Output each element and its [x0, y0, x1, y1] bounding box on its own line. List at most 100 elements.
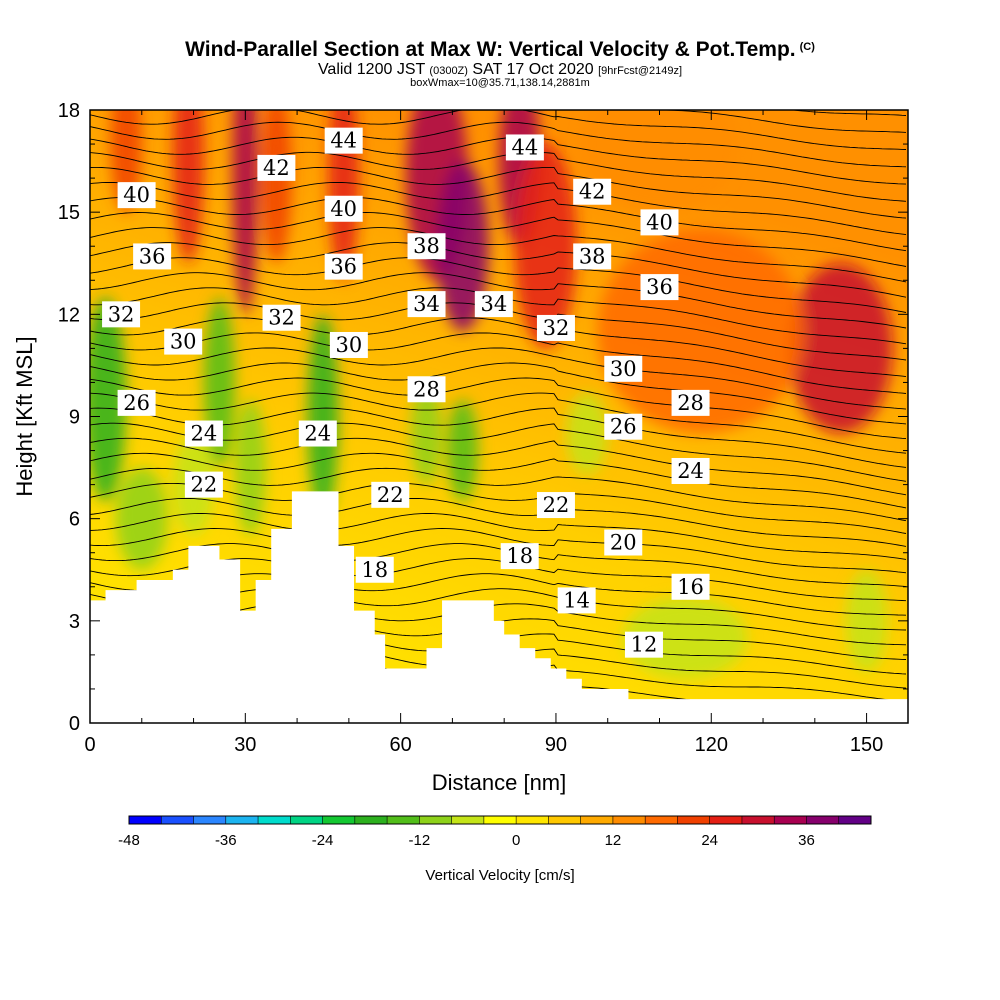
y-tick-label: 15 [58, 202, 80, 224]
valid-time-line: Valid 1200 JST (0300Z) SAT 17 Oct 2020 [… [0, 61, 1000, 79]
contour-label-box [257, 154, 296, 181]
contour-label-box [324, 253, 363, 280]
colorbar-swatch [161, 816, 194, 824]
contour-label: 34 [480, 292, 507, 316]
theta-line [90, 110, 907, 150]
colorbar-swatch [290, 816, 323, 824]
theta-line [647, 110, 907, 133]
contour-label-box [324, 195, 363, 222]
velocity-cell-14 [410, 382, 443, 485]
theta-line [90, 227, 907, 283]
contour-label-box [640, 274, 679, 301]
valid-utc: (0300Z) [429, 65, 468, 77]
theta-line [90, 151, 907, 202]
theta-line [90, 257, 907, 313]
contour-label-box [573, 243, 612, 270]
contour-label: 26 [123, 391, 150, 415]
velocity-field [90, 47, 908, 723]
contour-label-box [184, 420, 223, 447]
forecast-info: [9hrFcst@2149z] [598, 65, 683, 77]
velocity-cell-18 [788, 263, 893, 434]
contour-label: 38 [579, 244, 606, 268]
contour-label: 40 [123, 183, 150, 207]
contour-label: 22 [377, 483, 404, 507]
colorbar-swatch [354, 816, 388, 824]
theta-line [90, 317, 907, 378]
contour-label-box [407, 291, 446, 318]
x-tick-label: 150 [850, 734, 883, 756]
contour-label: 24 [677, 459, 704, 483]
theta-line [90, 242, 907, 298]
contour-label: 30 [170, 330, 197, 354]
contour-label: 38 [413, 234, 440, 258]
theta-line [90, 181, 907, 236]
velocity-cell-12 [436, 161, 489, 332]
colorbar-tick-label: -24 [312, 832, 334, 849]
theta-line [90, 452, 907, 509]
velocity-cell-7 [234, 399, 267, 536]
contour-label-box [604, 355, 643, 382]
theta-line [90, 347, 907, 410]
contour-label: 32 [108, 302, 135, 326]
colorbar-swatch [225, 816, 259, 824]
colorbar-swatch [193, 816, 227, 824]
y-tick-label: 12 [58, 304, 80, 326]
colorbar-swatch [709, 816, 743, 824]
contour-label: 30 [610, 357, 637, 381]
theta-line [90, 497, 907, 547]
contour-label-box [407, 376, 446, 403]
colorbar-swatch [806, 816, 840, 824]
colorbar-swatch [645, 816, 678, 824]
velocity-cell-9 [307, 314, 339, 519]
contour-label: 34 [413, 292, 440, 316]
colorbar-swatch [387, 816, 420, 824]
x-tick-label: 90 [545, 734, 567, 756]
x-tick-label: 0 [84, 734, 95, 756]
colorbar-swatch [258, 816, 291, 824]
contour-label-box [262, 304, 301, 331]
velocity-cell-13 [447, 399, 479, 502]
contour-label-box [557, 587, 596, 614]
theta-line [90, 47, 906, 83]
colorbar-swatch [451, 816, 485, 824]
chart-title-text: Wind-Parallel Section at Max W: Vertical… [185, 38, 796, 61]
contour-label-box [604, 529, 643, 556]
contour-label-box [324, 127, 363, 154]
y-tick-label: 0 [69, 713, 80, 735]
contour-label-box [604, 413, 643, 440]
colorbar-tick-label: 36 [798, 832, 815, 849]
contour-label-box [133, 243, 172, 270]
theta-line [90, 362, 907, 425]
contour-label: 36 [330, 255, 357, 279]
x-tick-label: 60 [390, 734, 412, 756]
contour-label-box [671, 457, 710, 484]
contour-label: 22 [543, 493, 570, 517]
theta-line [90, 272, 907, 329]
theta-line [90, 377, 907, 440]
contour-label: 32 [268, 306, 295, 330]
theta-line [90, 121, 907, 168]
x-tick-label: 120 [695, 734, 728, 756]
theta-line [90, 528, 907, 574]
theta-line [90, 332, 907, 394]
velocity-cell-20 [623, 596, 748, 679]
velocity-cell-8 [260, 110, 292, 264]
colorbar-swatch [483, 816, 517, 824]
velocity-cell-16 [514, 144, 577, 349]
valid-prefix: Valid 1200 JST [317, 61, 425, 78]
contour-label-box [671, 573, 710, 600]
contour-label-box [671, 389, 710, 416]
velocity-cell-17 [581, 110, 738, 213]
colorbar-swatch [516, 816, 549, 824]
y-tick-label: 3 [69, 611, 80, 633]
theta-line [90, 392, 907, 454]
colorbar-tick-label: -48 [118, 832, 140, 849]
contour-label: 42 [579, 180, 606, 204]
contour-label: 40 [330, 197, 357, 221]
colorbar-tick-label: 0 [512, 832, 520, 849]
contour-label: 20 [610, 531, 637, 555]
contour-label: 14 [563, 588, 590, 612]
contour-label-box [102, 301, 141, 328]
